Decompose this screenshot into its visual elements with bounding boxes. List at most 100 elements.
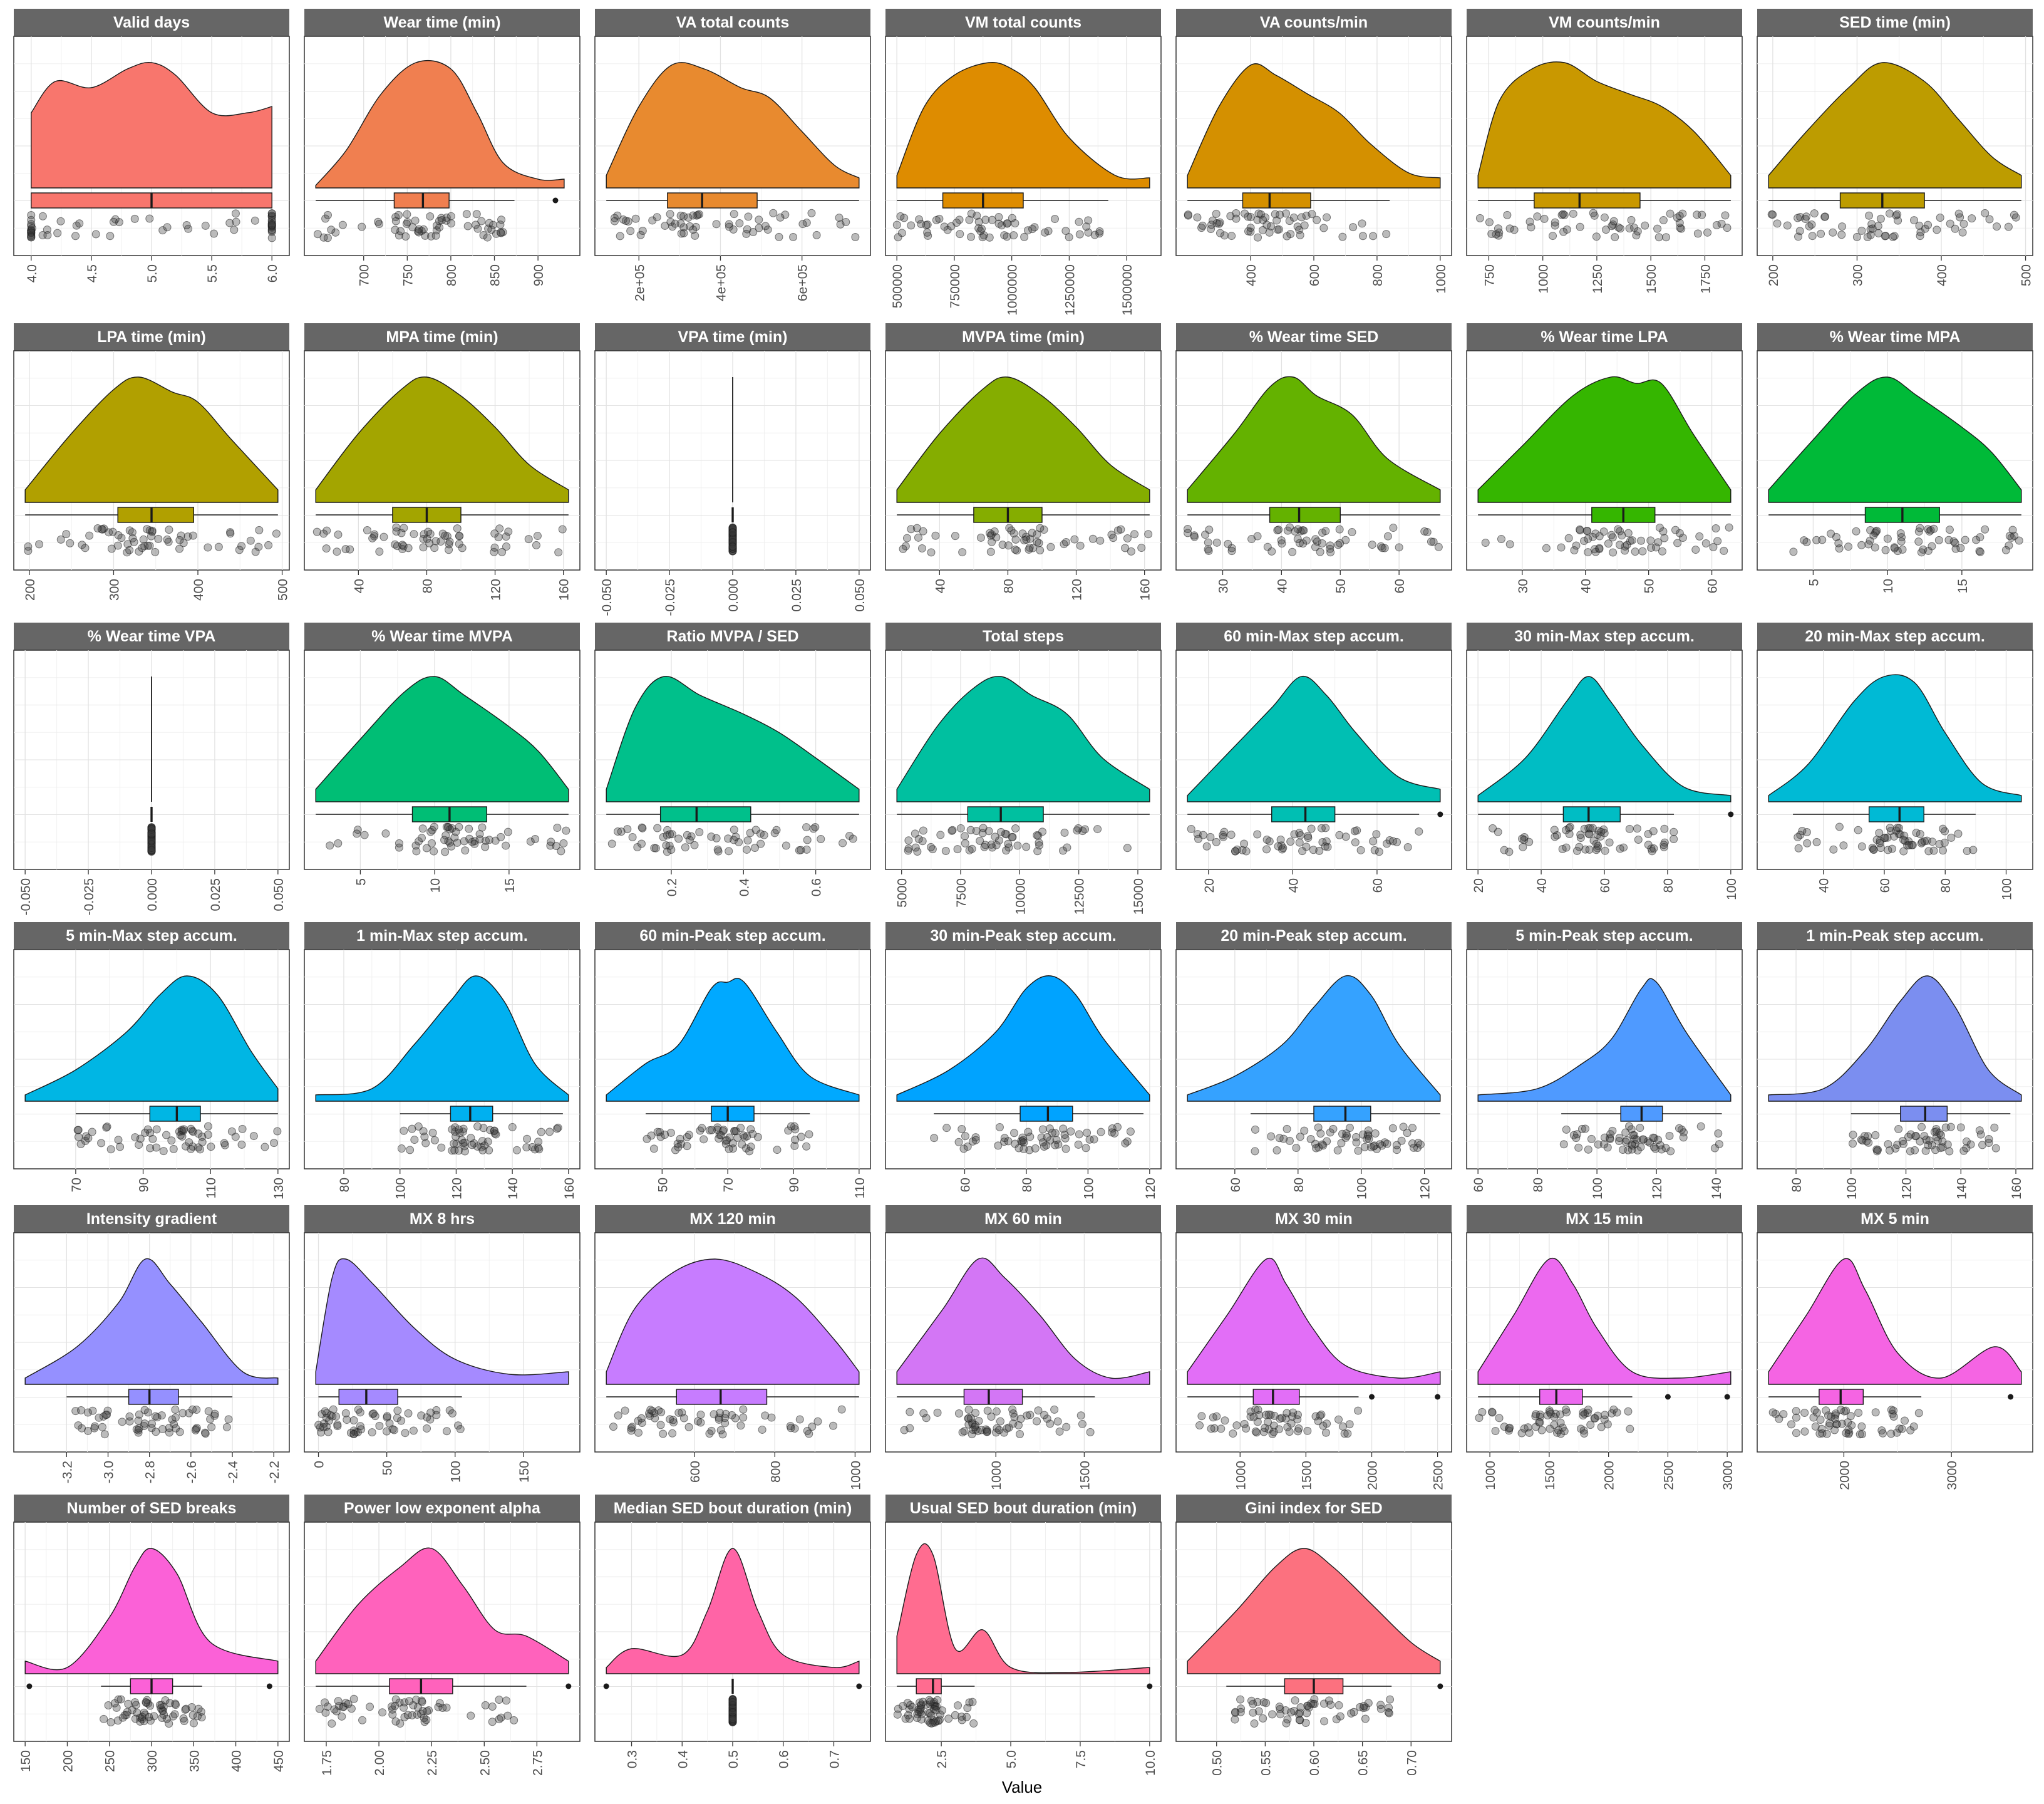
raw-point (725, 220, 733, 229)
raw-point (1126, 1128, 1135, 1136)
raw-point (1264, 1410, 1273, 1419)
raw-point (395, 839, 403, 848)
raw-point (689, 226, 698, 234)
panel-19: 30 min-Max step accum.20 40 60 80 100 (1466, 623, 1743, 900)
raw-point (621, 1406, 629, 1415)
x-tick-label: 0.50 (1210, 1750, 1225, 1776)
raw-point (996, 1417, 1004, 1426)
raw-point (532, 541, 540, 549)
box-iqr (1252, 1389, 1300, 1405)
raw-point (460, 1147, 469, 1156)
box-iqr (1534, 192, 1641, 209)
raw-point (165, 526, 173, 534)
raw-point (159, 1147, 168, 1156)
raw-point (426, 1408, 435, 1417)
raw-point (699, 1135, 708, 1144)
x-tick-label: 50 (1334, 579, 1348, 593)
strip-title: 30 min-Max step accum. (1514, 628, 1695, 645)
raw-point (112, 1703, 121, 1712)
x-tick-label: -2.8 (143, 1461, 158, 1483)
raw-point (746, 1125, 755, 1134)
raw-point (502, 841, 510, 850)
raw-point (559, 839, 568, 848)
raw-point (321, 1708, 330, 1717)
x-tick-label: 140 (1710, 1178, 1724, 1200)
box-iqr (117, 507, 194, 523)
strip-background (14, 922, 289, 950)
raw-point (1916, 228, 1925, 237)
raw-point (696, 1410, 705, 1419)
raw-point (1990, 1123, 1999, 1132)
x-tick-label: -3.0 (102, 1461, 116, 1483)
raw-point (534, 1138, 543, 1146)
strip-title: VA counts/min (1260, 14, 1368, 31)
raw-point (1551, 832, 1559, 841)
raw-point (1601, 846, 1609, 855)
raw-point (952, 219, 961, 227)
raw-point (1958, 228, 1967, 237)
raw-point (667, 845, 676, 854)
raw-point (1299, 539, 1308, 548)
density-curve (31, 61, 272, 189)
raw-point (192, 1406, 201, 1414)
raw-point (668, 1429, 677, 1438)
raw-point (957, 1125, 966, 1134)
raw-point (456, 1425, 465, 1434)
raw-point (1253, 830, 1262, 839)
raw-point (24, 546, 33, 555)
raw-point (393, 542, 401, 551)
raw-point (485, 1146, 493, 1154)
raw-point (1532, 1410, 1541, 1419)
raw-point (1494, 231, 1503, 240)
panel-37: Median SED bout duration (min)0.3 0.4 0.5 0… (594, 1495, 871, 1768)
density-curve (896, 1257, 1150, 1385)
raw-point (455, 532, 463, 541)
raw-point (1054, 1140, 1063, 1149)
raw-point (1267, 547, 1276, 556)
raw-point (1097, 1128, 1105, 1136)
raw-point (1657, 1145, 1666, 1154)
raw-point (1360, 1143, 1369, 1151)
raw-point (1616, 541, 1624, 549)
raw-point (1123, 844, 1132, 853)
raw-point (1822, 1429, 1831, 1438)
raw-point (983, 1406, 992, 1415)
raw-point (498, 547, 507, 556)
density-curve (896, 376, 1150, 503)
raw-point (933, 1408, 942, 1417)
raw-point (135, 1141, 143, 1149)
raw-point (972, 827, 981, 836)
raw-point (552, 1124, 561, 1133)
raw-point (141, 1128, 150, 1137)
raw-point (151, 1412, 160, 1421)
raw-point (170, 1710, 179, 1719)
box-iqr (667, 192, 758, 209)
raw-point (986, 547, 995, 556)
raw-point (1670, 835, 1678, 844)
raw-point (413, 1710, 421, 1719)
raw-point (1216, 229, 1224, 237)
raw-point (1580, 537, 1589, 546)
raw-point (927, 1719, 936, 1728)
raw-point (390, 1426, 398, 1434)
raw-point (1876, 839, 1884, 848)
raw-point (1034, 831, 1043, 840)
raw-point (428, 839, 436, 848)
raw-point (1608, 533, 1617, 542)
raw-point (1579, 1411, 1587, 1420)
raw-point (120, 1711, 129, 1719)
raw-point (992, 1407, 1001, 1416)
raw-point (118, 1418, 126, 1426)
x-tick-label: 2.75 (530, 1750, 545, 1776)
raw-point (1665, 1131, 1674, 1140)
raw-point (1924, 220, 1933, 229)
x-tick-label: 1750 (1698, 264, 1713, 294)
raw-point (1283, 1423, 1292, 1431)
raw-point (1364, 1126, 1373, 1135)
raw-point (397, 1144, 406, 1153)
raw-point (685, 836, 694, 844)
raw-point (410, 1136, 419, 1144)
raw-point (147, 829, 156, 838)
box-iqr (149, 1106, 201, 1122)
